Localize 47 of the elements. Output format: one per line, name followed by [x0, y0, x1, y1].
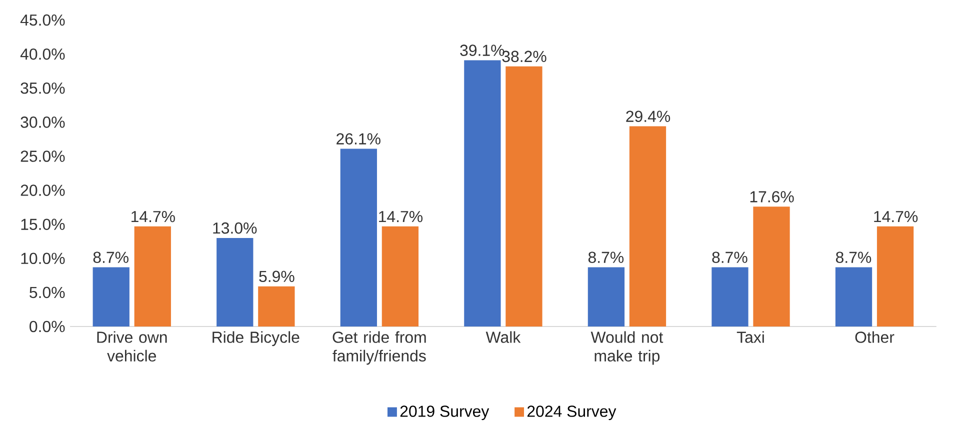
y-tick-label: 10.0%	[21, 252, 65, 264]
bar	[588, 267, 625, 327]
y-tick-label: 30.0%	[20, 116, 65, 128]
data-label: 8.7%	[836, 252, 872, 264]
data-label: 39.1%	[460, 44, 504, 56]
bar	[92, 267, 130, 327]
y-tick-label: 25.0%	[20, 150, 65, 162]
data-label: 14.7%	[379, 211, 423, 222]
legend-label: 2019 Survey	[400, 406, 490, 420]
bar	[629, 126, 666, 327]
y-tick-label: 40.0%	[20, 48, 65, 60]
bar	[340, 148, 377, 327]
x-tick-label: Get ride from family/friends	[332, 331, 426, 365]
bar	[712, 267, 748, 327]
bar	[258, 286, 295, 327]
y-tick-label: 5.0%	[30, 287, 65, 298]
data-label: 14.7%	[874, 211, 918, 222]
data-label: 38.2%	[502, 51, 546, 62]
x-tick-label: Other	[855, 331, 894, 344]
bar	[835, 267, 872, 327]
y-tick-label: 35.0%	[20, 82, 65, 94]
data-label: 26.1%	[336, 133, 380, 145]
bar	[382, 226, 419, 327]
data-label: 8.7%	[712, 252, 748, 264]
x-tick-label: Ride Bicycle	[212, 331, 300, 346]
y-tick-label: 0.0%	[30, 321, 65, 332]
data-label: 14.7%	[132, 211, 175, 222]
y-tick-label: 45.0%	[20, 14, 65, 26]
x-tick-label: Drive own vehicle	[97, 331, 167, 362]
data-label: 29.4%	[626, 110, 670, 122]
bar	[216, 238, 254, 327]
data-label: 8.7%	[588, 252, 624, 264]
x-tick-label: Would not make trip	[590, 331, 664, 365]
x-tick-label: Taxi	[736, 331, 764, 344]
data-label: 8.7%	[93, 252, 128, 264]
y-tick-label: 15.0%	[21, 218, 65, 230]
bar	[506, 66, 542, 327]
bar	[876, 226, 914, 327]
bar	[464, 60, 501, 327]
data-label: 5.9%	[259, 270, 294, 282]
data-label: 13.0%	[213, 222, 257, 234]
bar	[134, 226, 171, 327]
legend-label: 2024 Survey	[527, 406, 616, 420]
y-tick-label: 20.0%	[20, 184, 65, 196]
x-tick-label: Walk	[486, 331, 521, 344]
data-label: 17.6%	[750, 191, 794, 203]
bar	[753, 206, 790, 327]
